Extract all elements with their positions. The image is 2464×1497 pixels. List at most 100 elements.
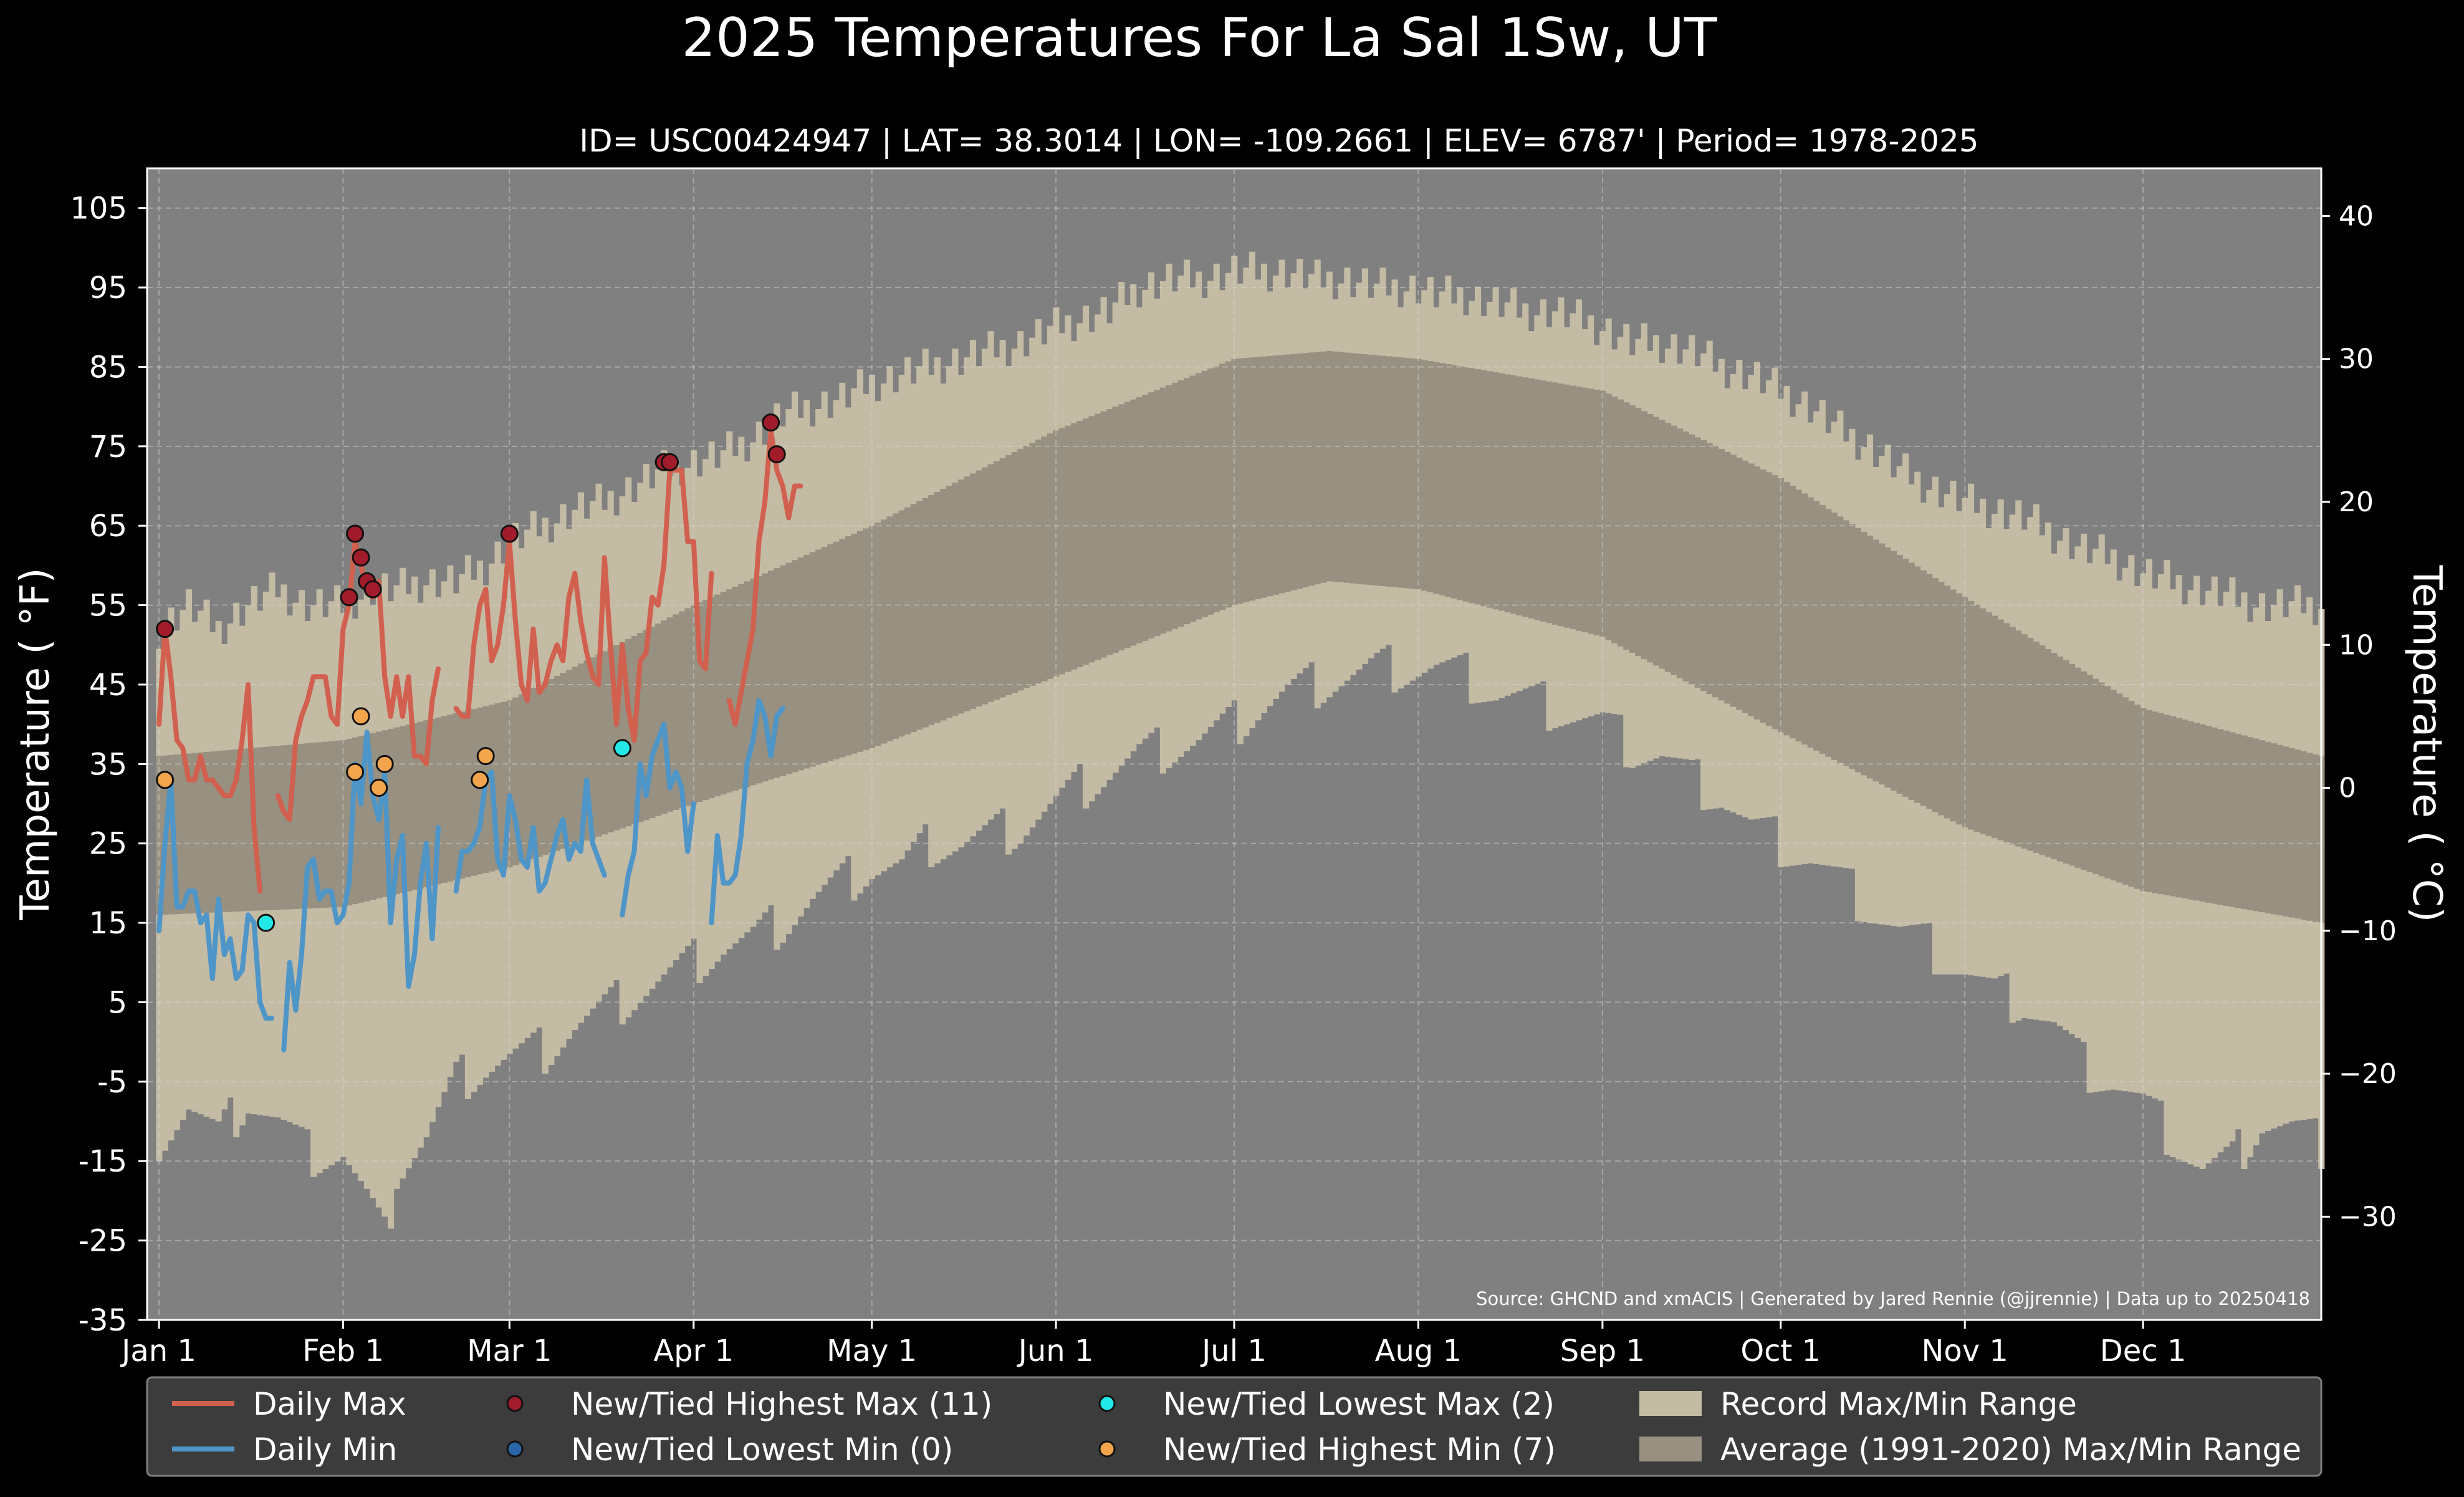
- average-range-bar: [530, 688, 537, 859]
- average-range-bar: [1302, 353, 1309, 587]
- average-range-bar: [976, 470, 982, 707]
- series-line-daily-min: [156, 698, 785, 1052]
- average-range-bar: [714, 594, 721, 797]
- average-range-bar: [1487, 371, 1493, 608]
- marker-highest-min: [375, 754, 394, 773]
- average-range-bar: [1391, 357, 1398, 587]
- average-range-bar: [1516, 376, 1523, 616]
- average-range-bar: [2009, 627, 2016, 845]
- average-range-bar: [1047, 433, 1053, 679]
- legend-swatch-patch: [1639, 1437, 1702, 1461]
- average-range-bar: [1861, 532, 1867, 776]
- average-range-bar: [447, 715, 454, 882]
- average-range-bar: [2164, 715, 2170, 895]
- average-range-bar: [2116, 693, 2123, 883]
- average-range-bar: [1700, 440, 1707, 691]
- average-range-bar: [2294, 749, 2301, 919]
- average-range-bar: [2003, 623, 2010, 843]
- average-range-bar: [2152, 711, 2159, 893]
- y-tick-label: 75: [89, 430, 127, 465]
- average-range-bar: [1748, 463, 1755, 716]
- x-tick-label: May 1: [827, 1334, 917, 1369]
- average-range-bar: [2283, 746, 2289, 917]
- legend-label: Average (1991-2020) Max/Min Range: [1720, 1432, 2301, 1468]
- average-range-bar: [1361, 354, 1369, 585]
- average-range-bar: [1985, 612, 1992, 836]
- average-range-bar: [1219, 363, 1226, 610]
- marker-highest-max: [762, 413, 780, 432]
- marker-lowest-max: [613, 739, 631, 758]
- average-range-bar: [2182, 720, 2188, 899]
- y-tick-label: 95: [89, 271, 127, 306]
- average-range-bar: [661, 620, 668, 814]
- marker-highest-min: [370, 779, 388, 797]
- average-range-bar: [1765, 472, 1773, 726]
- average-range-bar: [1510, 375, 1517, 614]
- average-range-bar: [286, 744, 294, 910]
- y2-tick-label: −10: [2339, 915, 2397, 947]
- average-range-bar: [2253, 738, 2260, 912]
- average-range-bar: [1558, 383, 1565, 627]
- average-range-bar: [2092, 678, 2099, 874]
- y2-tick-label: 40: [2339, 200, 2374, 232]
- average-range-bar: [1403, 358, 1410, 589]
- average-range-bar: [1854, 527, 1862, 773]
- average-range-bar: [269, 746, 276, 910]
- average-range-bar: [1528, 378, 1535, 619]
- average-range-bar: [2033, 642, 2040, 854]
- average-range-bar: [501, 701, 507, 869]
- average-range-bar: [304, 743, 311, 909]
- average-range-bar: [815, 549, 822, 765]
- average-range-bar: [1065, 425, 1071, 672]
- average-range-bar: [1326, 350, 1333, 582]
- average-range-bar: [868, 526, 876, 748]
- average-range-bar: [1314, 352, 1321, 585]
- average-range-bar: [1778, 478, 1785, 733]
- average-range-bar: [678, 611, 686, 808]
- average-range-bar: [583, 660, 590, 841]
- average-range-bar: [1249, 357, 1255, 601]
- average-range-bar: [1623, 402, 1630, 650]
- average-range-bar: [1177, 380, 1184, 627]
- average-range-bar: [233, 749, 240, 912]
- y-tick-label: 105: [70, 191, 127, 226]
- average-range-bar: [779, 565, 787, 776]
- average-range-bar: [1980, 608, 1987, 834]
- average-range-bar: [2258, 740, 2266, 913]
- average-range-bar: [708, 597, 715, 799]
- average-range-bar: [1813, 501, 1820, 751]
- average-range-bar: [1831, 513, 1838, 760]
- y-tick-label: -15: [79, 1144, 127, 1179]
- average-range-bar: [2128, 701, 2135, 887]
- average-range-bar: [512, 697, 519, 865]
- average-range-bar: [1112, 407, 1119, 653]
- average-range-bar: [2039, 645, 2046, 855]
- x-tick-label: Jul 1: [1200, 1334, 1267, 1369]
- average-range-bar: [316, 742, 323, 908]
- average-range-bar: [1504, 374, 1511, 613]
- x-tick-label: Dec 1: [2100, 1334, 2187, 1369]
- legend-swatch-dot: [506, 1395, 524, 1412]
- average-range-bar: [1106, 408, 1113, 655]
- average-range-bar: [762, 573, 769, 782]
- average-range-bar: [1926, 574, 1933, 809]
- average-range-bar: [726, 589, 733, 793]
- gridlines: [147, 168, 2321, 1321]
- y-tick-label: 55: [89, 589, 127, 623]
- average-range-bar: [595, 654, 602, 837]
- average-range-bar: [1171, 382, 1179, 629]
- x-tick-label: Feb 1: [302, 1334, 384, 1369]
- legend-label: New/Tied Highest Max (11): [571, 1386, 992, 1422]
- average-range-bar: [1469, 368, 1475, 604]
- average-range-bar: [637, 632, 644, 822]
- average-range-bar: [1260, 356, 1268, 598]
- average-range-bar: [1005, 455, 1012, 695]
- average-range-bar: [2086, 675, 2093, 872]
- y-axis-label: Temperature ( °F): [12, 568, 59, 921]
- x-axis: Jan 1 Feb 1 Mar 1 Apr 1 May 1 Jun 1 Jul 1 Aug 1…: [120, 1320, 2186, 1369]
- average-range-bar: [2157, 713, 2165, 895]
- average-range-bar: [1753, 466, 1761, 720]
- average-range-bar: [476, 707, 484, 875]
- x-tick-label: Mar 1: [467, 1334, 552, 1369]
- average-range-bar: [2270, 743, 2278, 915]
